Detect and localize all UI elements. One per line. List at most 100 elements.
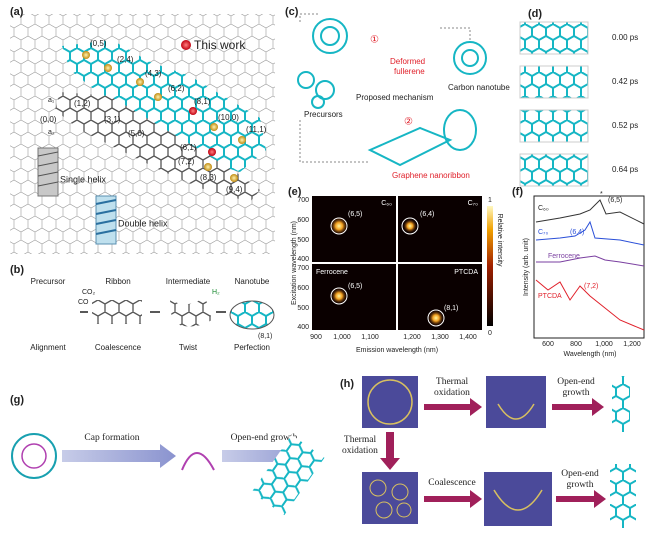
route-number: ② xyxy=(404,117,413,128)
snapshot xyxy=(519,109,589,143)
y-tick-label: 400 xyxy=(297,324,309,331)
chirality: (4,3) xyxy=(145,69,162,78)
dot xyxy=(210,123,218,131)
panel-c: (c) ① Deformed fullerene Proposed mechan… xyxy=(285,6,510,180)
gas: CO xyxy=(78,299,89,306)
stage: Ribbon xyxy=(105,277,130,286)
tube xyxy=(612,376,630,432)
time: 0.52 ps xyxy=(612,121,638,130)
y-tick-label: 500 xyxy=(297,305,309,312)
step: Open-end growth xyxy=(231,433,298,443)
step: Twist xyxy=(179,343,198,352)
panel-label: (e) xyxy=(288,186,302,198)
fragments xyxy=(369,479,412,519)
fullerene xyxy=(11,433,57,479)
chirality: (8,1) xyxy=(258,333,272,340)
chirality: (10,0) xyxy=(218,113,239,122)
tube xyxy=(251,434,325,516)
y-tick-label: 400 xyxy=(297,256,309,263)
time: 0.42 ps xyxy=(612,77,638,86)
peak-label: (6,5) xyxy=(608,197,622,204)
chirality: (8,3) xyxy=(200,173,217,182)
step: Coalescence xyxy=(428,478,475,488)
spectrum-name: Ferrocene xyxy=(548,253,580,260)
panel-d: (d) 0.00 ps 0.42 ps 0.52 ps 0.64 ps xyxy=(519,8,638,187)
x-tick-label: 1,100 xyxy=(361,334,379,341)
y-tick-label: 600 xyxy=(297,217,309,224)
panel-label: (a) xyxy=(10,6,24,18)
spot-label: (6,5) xyxy=(348,283,362,290)
helix-label: Single helix xyxy=(60,174,107,184)
step: Cap formation xyxy=(84,432,139,443)
dot xyxy=(82,51,90,59)
panel-label: (b) xyxy=(10,264,24,276)
y-tick-label: 700 xyxy=(297,197,309,204)
legend-dot xyxy=(181,40,191,50)
x-tick-label: 800 xyxy=(570,341,582,348)
dot xyxy=(230,174,238,182)
chirality: (9,4) xyxy=(226,185,243,194)
x-tick-label: 900 xyxy=(310,334,322,341)
step: Perfection xyxy=(234,343,270,352)
chirality: (7,2) xyxy=(178,157,195,166)
colorbar xyxy=(487,206,493,326)
image-tile xyxy=(362,376,418,428)
arrow xyxy=(424,490,482,508)
map xyxy=(312,196,396,262)
nanoribbon-label: Graphene nanoribbon xyxy=(392,171,470,180)
spot-label: (6,4) xyxy=(420,211,434,218)
x-axis-label: Emission wavelength (nm) xyxy=(356,347,438,354)
panel-b: (b) Precursor Ribbon Intermediate Nanotu… xyxy=(10,264,275,352)
x-tick-label: 1,000 xyxy=(333,334,351,341)
gas: CO₂ xyxy=(82,289,96,296)
x-tick-label: 1,000 xyxy=(595,341,613,348)
dot xyxy=(208,148,216,156)
y-tick-label: 500 xyxy=(297,237,309,244)
tube xyxy=(610,464,636,528)
spot xyxy=(403,219,417,233)
chirality: (8,1) xyxy=(194,97,211,106)
step: Coalescence xyxy=(95,343,142,352)
spot-ring xyxy=(427,309,445,327)
x-axis-label: Wavelength (nm) xyxy=(563,351,616,358)
chirality: (6,1) xyxy=(180,143,197,152)
panel-a: (a) This work (0,5) (2,4) (4,3) (6,2) (8… xyxy=(10,6,275,254)
deformed-label: Deformed xyxy=(390,57,425,66)
snapshot xyxy=(519,65,589,99)
step: oxidation xyxy=(434,388,470,398)
spectrum-name: C₇₀ xyxy=(538,229,548,236)
panel-f: (f) C₆₀ C₇₀ Ferrocene PTCDA * (6,5) (6,4… xyxy=(512,186,645,358)
spot-ring xyxy=(401,217,419,235)
panel-h: (h) Thermal oxidation Open-end growth Th… xyxy=(340,376,636,528)
step: growth xyxy=(567,480,594,490)
spectrum xyxy=(535,279,645,331)
colorbar-label: Relative intensity xyxy=(496,214,503,267)
dot xyxy=(154,93,162,101)
y-tick-label: 600 xyxy=(297,285,309,292)
helix-label: Double helix xyxy=(118,218,168,228)
arrow xyxy=(556,490,606,508)
map-name: C₆₀ xyxy=(381,200,392,207)
step: Open-end xyxy=(561,469,599,479)
dot xyxy=(136,78,144,86)
spectrum xyxy=(535,220,645,246)
spot xyxy=(428,310,444,326)
chirality: (0,0) xyxy=(40,115,57,124)
step: Thermal xyxy=(436,377,469,387)
route-number: ① xyxy=(370,35,379,46)
spot-label: (8,1) xyxy=(444,305,458,312)
stage: Nanotube xyxy=(235,277,270,286)
chirality: (5,0) xyxy=(128,129,145,138)
peak-marker: * xyxy=(600,191,603,198)
cap xyxy=(497,403,535,420)
x-tick-label: 1,200 xyxy=(403,334,421,341)
chirality: (1,2) xyxy=(74,99,91,108)
colorbar-tick: 1 xyxy=(488,197,492,204)
cap xyxy=(493,489,543,511)
cap xyxy=(181,452,215,471)
time: 0.64 ps xyxy=(612,165,638,174)
colorbar-tick: 0 xyxy=(488,330,492,337)
map-name: PTCDA xyxy=(454,269,478,276)
peak-label: (6,4) xyxy=(570,229,584,236)
